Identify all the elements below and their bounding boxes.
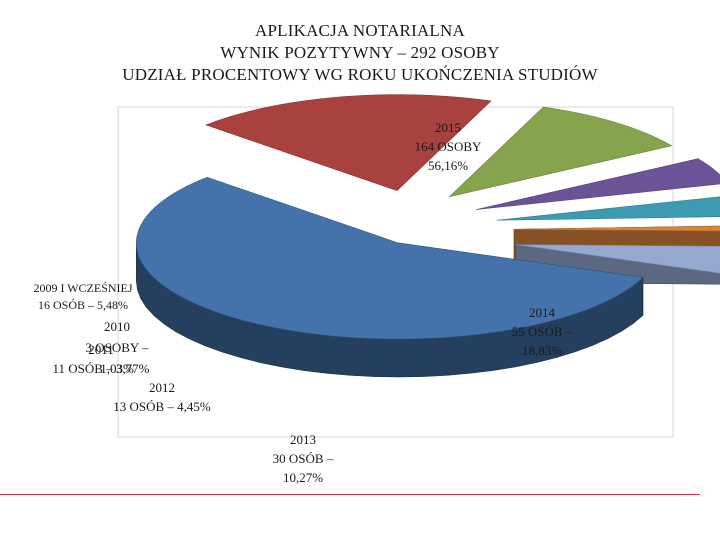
data-label-line: 1,03% (100, 361, 134, 376)
slice-2012 (475, 158, 720, 210)
slice-2013 (448, 106, 673, 198)
data-label-line: 56,16% (428, 158, 468, 173)
data-label-2009: 2009 I WCZEŚNIEJ 16 OSÓB – 5,48% (33, 281, 132, 312)
data-label-line: 2011 (88, 342, 114, 357)
data-label-line: 30 OSÓB – (273, 451, 334, 466)
data-label-2011: 2011 11 OSÓB – 3,77% (52, 342, 149, 376)
slice-top (136, 176, 644, 340)
data-label-line: 10,27% (283, 470, 323, 485)
data-label-line: 13 OSÓB – 4,45% (113, 399, 211, 414)
slice-top (448, 106, 673, 198)
data-label-line: 55 OSÓB – (512, 324, 573, 339)
data-labels: 2015 164 OSOBY 56,16%2014 55 OSÓB –18,83%20… (33, 120, 572, 485)
data-label-2012: 2012 13 OSÓB – 4,45% (113, 380, 211, 414)
pie-slices (136, 94, 720, 378)
data-label-line: 16 OSÓB – 5,48% (38, 298, 128, 312)
data-label-line: 11 OSÓB – 3,77% (52, 361, 149, 376)
footer-divider (0, 494, 700, 495)
slice-2014 (205, 94, 492, 191)
slice-top (205, 94, 492, 191)
data-label-line: 2012 (149, 380, 175, 395)
data-label-2014: 2014 55 OSÓB – 18,83% (512, 305, 573, 358)
title-line-1: APLIKACJA NOTARIALNA (255, 21, 465, 40)
data-label-line: 164 OSOBY (415, 139, 482, 154)
title-line-2: WYNIK POZYTYWNY – 292 OSOBY (220, 43, 500, 62)
title-line-3: UDZIAŁ PROCENTOWY WG ROKU UKOŃCZENIA STU… (122, 65, 598, 84)
data-label-line: 18,83% (522, 343, 562, 358)
slice-top (515, 244, 720, 274)
data-label-line: 2014 (529, 305, 556, 320)
slice-2011 (496, 196, 720, 221)
data-label-2013: 2013 30 OSÓB – 10,27% (273, 432, 334, 485)
slice-top (513, 225, 720, 232)
data-label-line: 2009 I WCZEŚNIEJ (33, 281, 132, 295)
slice-top (475, 158, 720, 210)
data-label-2010: 2010 3 OSOBY – 1,03% (85, 319, 149, 376)
data-label-line: 2010 (104, 319, 130, 334)
data-label-2015: 2015 164 OSOBY 56,16% (415, 120, 482, 173)
slice-2015 (136, 176, 644, 378)
chart-title: APLIKACJA NOTARIALNA WYNIK POZYTYWNY – 2… (0, 20, 720, 86)
slice-top (496, 196, 720, 221)
data-label-line: 2015 (435, 120, 461, 135)
data-label-line: 3 OSOBY – (85, 340, 149, 355)
data-label-line: 2013 (290, 432, 316, 447)
